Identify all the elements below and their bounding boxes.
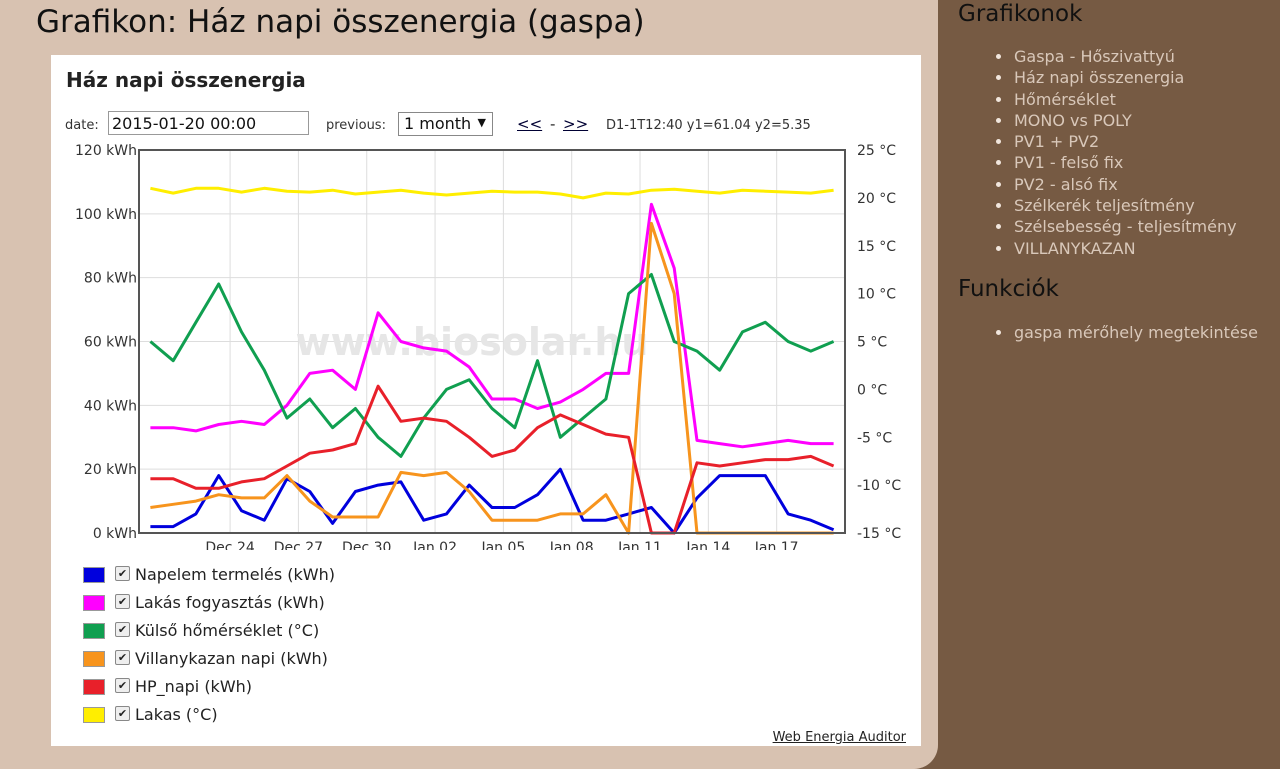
y2-tick-label: -5 °C xyxy=(857,430,892,446)
x-tick-label: Jan 14 xyxy=(685,540,730,550)
legend-swatch xyxy=(83,623,105,639)
legend-checkbox[interactable]: ✔ xyxy=(115,678,130,693)
series-line xyxy=(150,467,835,535)
x-tick-label: Jan 11 xyxy=(617,540,662,550)
y1-tick-label: 20 kWh xyxy=(84,462,137,478)
y1-tick-label: 40 kWh xyxy=(84,398,137,414)
previous-select-value: 1 month xyxy=(404,114,472,133)
web-energia-auditor-link[interactable]: Web Energia Auditor xyxy=(772,730,906,745)
x-tick-label: Jan 08 xyxy=(549,540,594,550)
legend-checkbox[interactable]: ✔ xyxy=(115,594,130,609)
series-line xyxy=(150,384,835,535)
previous-label: previous: xyxy=(326,118,386,133)
legend-label: Külső hőmérséklet (°C) xyxy=(135,621,320,640)
nav-separator: - xyxy=(550,115,556,133)
legend-label: Lakas (°C) xyxy=(135,705,218,724)
series-line xyxy=(149,273,835,458)
dropdown-arrow-icon: ▼ xyxy=(477,116,486,129)
y2-tick-label: 5 °C xyxy=(857,335,887,351)
nav-next-link[interactable]: >> xyxy=(563,115,589,133)
date-input[interactable] xyxy=(108,111,309,135)
graph-item[interactable]: PV1 + PV2 xyxy=(958,131,1237,152)
main-area: Grafikon: Ház napi összenergia (gaspa) H… xyxy=(0,0,938,769)
y1-tick-label: 80 kWh xyxy=(84,271,137,287)
x-tick-label: Jan 02 xyxy=(412,540,457,550)
page-title: Grafikon: Ház napi összenergia (gaspa) xyxy=(36,4,645,40)
chart-canvas[interactable]: www.biosolar.hu 0 kWh 20 kWh 40 kWh 60 kWh 80… xyxy=(51,140,921,550)
chart-panel: Ház napi összenergia date: previous: 1 m… xyxy=(51,55,921,746)
graph-item[interactable]: PV1 - felső fix xyxy=(958,152,1237,173)
y1-tick-label: 100 kWh xyxy=(75,207,137,223)
x-tick-label: Dec 30 xyxy=(342,540,391,550)
y2-tick-label: -15 °C xyxy=(857,526,901,542)
graph-item[interactable]: Szélsebesség - teljesítmény xyxy=(958,216,1237,237)
legend-swatch xyxy=(83,679,105,695)
graph-item[interactable]: Ház napi összenergia xyxy=(958,67,1237,88)
legend-label: Lakás fogyasztás (kWh) xyxy=(135,593,325,612)
graphs-section-title: Grafikonok xyxy=(958,1,1083,27)
graph-item[interactable]: VILLANYKAZAN xyxy=(958,238,1237,259)
legend-checkbox[interactable]: ✔ xyxy=(115,650,130,665)
x-tick-label: Dec 24 xyxy=(205,540,254,550)
nav-prev-link[interactable]: << xyxy=(517,115,543,133)
functions-menu: gaspa mérőhely megtekintése xyxy=(958,322,1258,343)
legend-swatch xyxy=(83,567,105,583)
y2-tick-label: 25 °C xyxy=(857,143,896,159)
legend-checkbox[interactable]: ✔ xyxy=(115,622,130,637)
cursor-readout: D1-1T12:40 y1=61.04 y2=5.35 xyxy=(606,118,811,133)
legend-label: Villanykazan napi (kWh) xyxy=(135,649,328,668)
watermark: www.biosolar.hu xyxy=(296,320,649,364)
legend-checkbox[interactable]: ✔ xyxy=(115,566,130,581)
graph-item[interactable]: PV2 - alsó fix xyxy=(958,174,1237,195)
graph-item[interactable]: MONO vs POLY xyxy=(958,110,1237,131)
y1-tick-label: 0 kWh xyxy=(93,526,137,542)
plot-frame xyxy=(138,149,846,534)
graph-item[interactable]: Gaspa - Hőszivattyú xyxy=(958,46,1237,67)
legend-swatch xyxy=(83,651,105,667)
y1-tick-label: 120 kWh xyxy=(75,143,137,159)
y2-tick-label: -10 °C xyxy=(857,478,901,494)
legend-swatch xyxy=(83,595,105,611)
function-item[interactable]: gaspa mérőhely megtekintése xyxy=(958,322,1258,343)
graph-item[interactable]: Szélkerék teljesítmény xyxy=(958,195,1237,216)
y2-tick-label: 15 °C xyxy=(857,239,896,255)
functions-section-title: Funkciók xyxy=(958,276,1059,302)
chart-title: Ház napi összenergia xyxy=(66,68,306,92)
x-tick-label: Jan 05 xyxy=(480,540,525,550)
series-line xyxy=(150,186,834,200)
x-tick-label: Jan 17 xyxy=(754,540,799,550)
previous-select[interactable]: 1 month ▼ xyxy=(398,112,493,136)
y2-tick-label: 0 °C xyxy=(857,382,887,398)
series-line xyxy=(150,202,834,449)
legend-swatch xyxy=(83,707,105,723)
legend-checkbox[interactable]: ✔ xyxy=(115,706,130,721)
graphs-menu: Gaspa - Hőszivattyú Ház napi összenergia H… xyxy=(958,46,1237,259)
x-tick-label: Dec 27 xyxy=(274,540,323,550)
y2-tick-label: 10 °C xyxy=(857,287,896,303)
legend-label: HP_napi (kWh) xyxy=(135,677,253,696)
y1-tick-label: 60 kWh xyxy=(84,335,137,351)
graph-item[interactable]: Hőmérséklet xyxy=(958,89,1237,110)
date-label: date: xyxy=(65,118,99,133)
legend-label: Napelem termelés (kWh) xyxy=(135,565,335,584)
y2-tick-label: 20 °C xyxy=(857,191,896,207)
